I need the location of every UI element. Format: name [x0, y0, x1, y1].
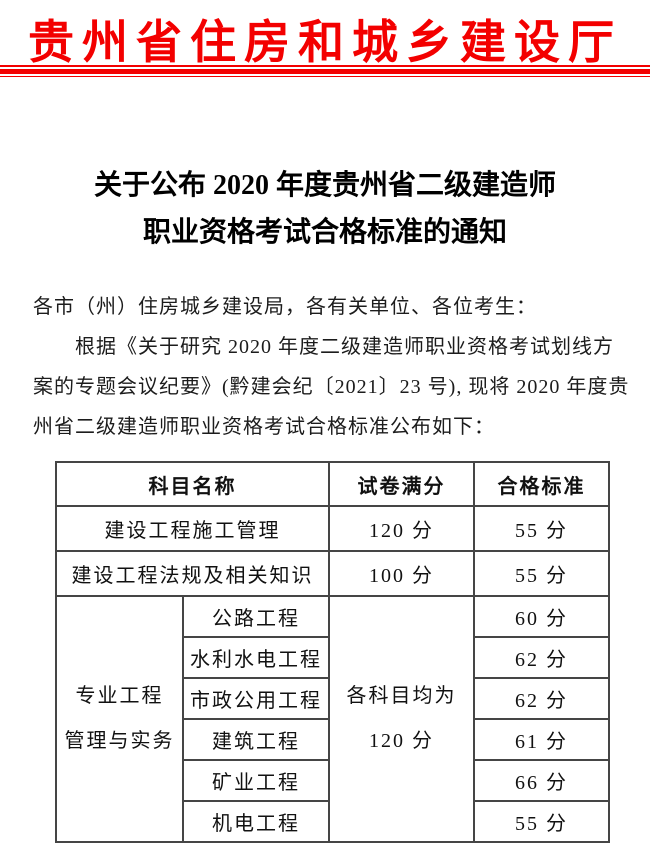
subject-cell: 建设工程施工管理 [55, 505, 330, 552]
full-score-cell: 100 分 [328, 550, 475, 597]
pass-score-cell: 55 分 [473, 550, 610, 597]
table-header-row: 科目名称 试卷满分 合格标准 [55, 461, 610, 507]
salutation-line: 各市（州）住房城乡建设局，各有关单位、各位考生： [33, 296, 537, 318]
paragraph-line-2: 案的专题会议纪要》(黔建会纪〔2021〕23 号), 现将 2020 年度贵 [33, 376, 630, 398]
specialty-full-score-cell: 各科目均为 120 分 [328, 595, 475, 843]
specialty-full-score-line1: 各科目均为 [346, 685, 457, 707]
header-subject-name: 科目名称 [55, 461, 330, 507]
pass-score-cell: 55 分 [473, 505, 610, 552]
table-row: 建筑工程 61 分 [56, 718, 610, 761]
subject-cell: 建设工程法规及相关知识 [55, 550, 330, 597]
table-row: 矿业工程 66 分 [56, 759, 610, 802]
pass-standard-table: 科目名称 试卷满分 合格标准 建设工程施工管理 120 分 55 分 建设工程法… [55, 461, 610, 843]
pass-score-cell: 60 分 [473, 595, 610, 638]
notice-body: 各市（州）住房城乡建设局，各有关单位、各位考生： 根据《关于研究 2020 年度… [33, 287, 630, 447]
subject-cell: 水利水电工程 [182, 636, 330, 679]
agency-letterhead-title: 贵州省住房和城乡建设厅 [28, 17, 622, 68]
subject-cell: 公路工程 [182, 595, 330, 638]
full-score-cell: 120 分 [328, 505, 475, 552]
table-row: 建设工程施工管理 120 分 55 分 [55, 505, 610, 552]
table-row: 市政公用工程 62 分 [56, 677, 610, 720]
specialty-group-cell: 专业工程 管理与实务 [55, 595, 184, 843]
pass-score-cell: 62 分 [473, 636, 610, 679]
notice-title: 关于公布 2020 年度贵州省二级建造师 职业资格考试合格标准的通知 [0, 162, 650, 256]
letterhead-rule-thin-bottom [0, 76, 650, 77]
table-row: 建设工程法规及相关知识 100 分 55 分 [55, 550, 610, 597]
subject-cell: 矿业工程 [182, 759, 330, 802]
specialty-full-score-line2: 120 分 [369, 730, 434, 752]
header-pass-standard: 合格标准 [473, 461, 610, 507]
pass-score-cell: 61 分 [473, 718, 610, 761]
letterhead-rule-thin-top [0, 65, 650, 67]
notice-title-line1: 关于公布 2020 年度贵州省二级建造师 [93, 170, 556, 201]
subject-cell: 机电工程 [182, 800, 330, 843]
notice-title-line2: 职业资格考试合格标准的通知 [142, 217, 507, 248]
pass-score-cell: 66 分 [473, 759, 610, 802]
pass-score-cell: 62 分 [473, 677, 610, 720]
paragraph-line-3: 州省二级建造师职业资格考试合格标准公布如下： [33, 416, 495, 438]
table-row: 水利水电工程 62 分 [56, 636, 610, 679]
table-row: 专业工程 管理与实务 公路工程 各科目均为 120 分 60 分 [55, 595, 610, 843]
specialty-group-line1: 专业工程 [75, 685, 164, 707]
specialty-group-line2: 管理与实务 [64, 730, 175, 752]
subject-cell: 市政公用工程 [182, 677, 330, 720]
subject-cell: 建筑工程 [182, 718, 330, 761]
paragraph-line-1: 根据《关于研究 2020 年度二级建造师职业资格考试划线方 [75, 336, 614, 358]
pass-score-cell: 55 分 [473, 800, 610, 843]
header-full-score: 试卷满分 [328, 461, 475, 507]
table-row: 机电工程 55 分 [56, 800, 610, 843]
letterhead-rule-thick [0, 69, 650, 74]
